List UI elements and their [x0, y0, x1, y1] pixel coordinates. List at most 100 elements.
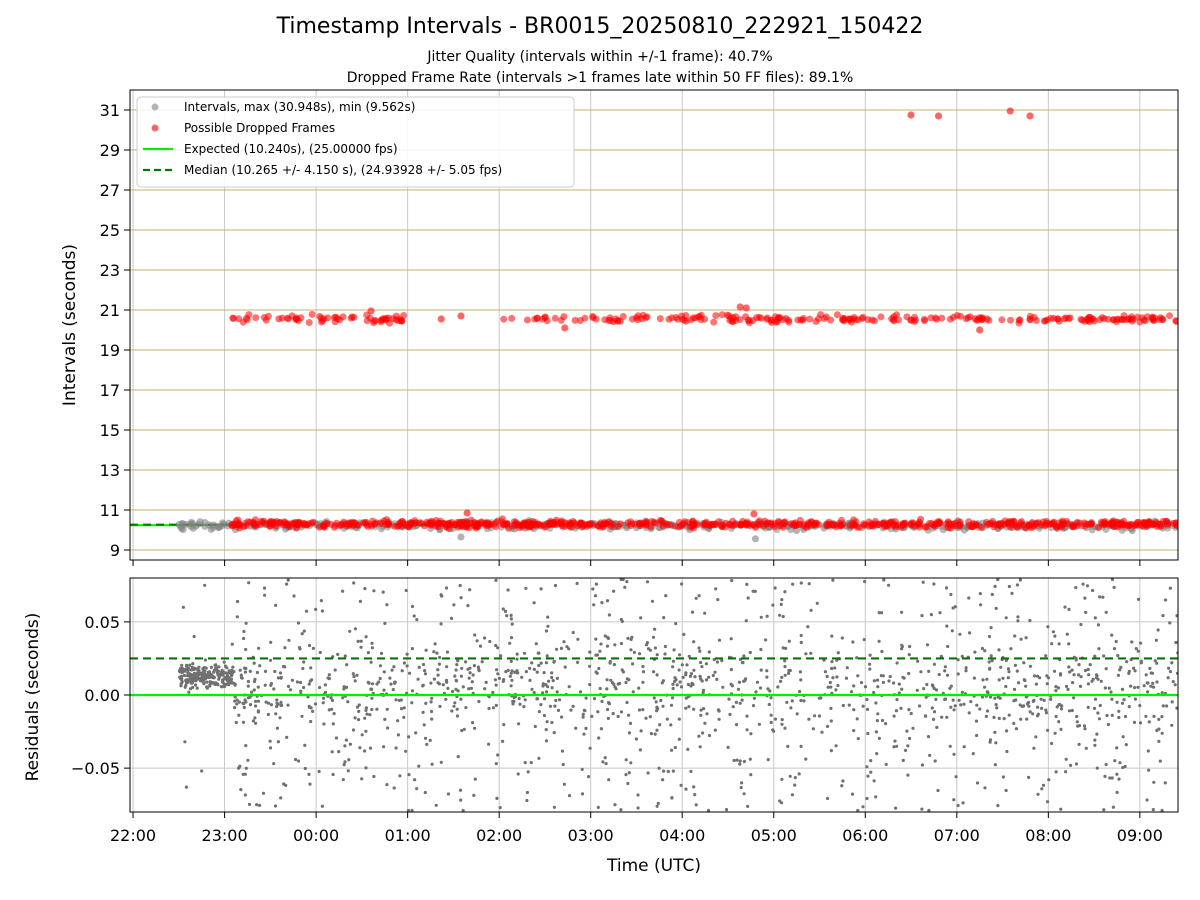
dropped-frame-point [1028, 520, 1036, 528]
residual-point [967, 711, 971, 715]
residual-point [684, 787, 688, 791]
dropped-frame-point [581, 314, 589, 322]
residual-point [817, 714, 822, 718]
residual-point [1034, 682, 1038, 686]
residual-point [586, 775, 591, 779]
dropped-frame-point [892, 521, 900, 529]
dropped-frame-point [851, 521, 859, 529]
residual-point [990, 592, 994, 597]
residual-point [237, 713, 241, 717]
residual-point [847, 703, 851, 707]
residual-point [746, 804, 750, 809]
residual-point [983, 786, 987, 790]
residual-point [1024, 636, 1028, 640]
residual-point [319, 599, 323, 603]
residual-point [208, 683, 212, 687]
residual-point [510, 669, 514, 673]
residual-point [701, 731, 705, 735]
residual-point [685, 663, 689, 667]
dropped-frame-point [890, 316, 897, 324]
residual-point [856, 674, 860, 678]
residual-point [1125, 660, 1129, 664]
residual-point [702, 707, 706, 711]
residual-point [571, 630, 575, 635]
residual-point [435, 651, 439, 655]
residual-point [881, 680, 886, 685]
dropped-frame-point [391, 522, 399, 530]
residual-point [613, 803, 617, 807]
residual-point [201, 679, 206, 683]
residual-point [217, 677, 221, 681]
residual-point [836, 651, 840, 655]
dropped-frame-point [969, 523, 976, 531]
residual-point [880, 649, 884, 654]
residual-point [487, 706, 491, 711]
residual-point [529, 761, 533, 765]
residual-point [653, 627, 657, 631]
residual-point [1057, 720, 1061, 724]
residual-point [1070, 708, 1074, 713]
residual-point [1032, 746, 1036, 750]
residual-point [594, 637, 598, 641]
residual-point [591, 587, 595, 591]
dropped-frame-point [998, 316, 1006, 324]
residual-point [440, 594, 444, 598]
dropped-frame-point [344, 519, 352, 527]
residual-point [323, 683, 327, 687]
residual-point [464, 706, 468, 710]
residual-point [560, 715, 564, 719]
residual-point [330, 698, 335, 703]
residual-point [980, 646, 985, 651]
residual-point [391, 688, 395, 692]
residual-point [1110, 697, 1114, 701]
residual-point [388, 676, 392, 680]
residual-point [251, 719, 256, 723]
residual-point [555, 647, 559, 651]
dropped-frame-point [989, 517, 997, 525]
residual-point [1115, 700, 1119, 704]
residual-point [346, 700, 350, 704]
residual-point [784, 646, 788, 651]
residual-point [974, 719, 979, 723]
residual-point [261, 791, 266, 795]
residual-point [1123, 764, 1127, 769]
residual-point [562, 640, 566, 644]
residual-point [497, 676, 501, 681]
dropped-frame-point [1010, 517, 1018, 525]
chart-title: Timestamp Intervals - BR0015_20250810_22… [276, 14, 924, 39]
residual-point [897, 691, 901, 695]
residual-point [605, 678, 609, 682]
residual-point [355, 705, 360, 709]
residual-point [355, 673, 359, 677]
residual-point [224, 671, 228, 675]
residual-point [372, 774, 376, 779]
residual-point [246, 679, 250, 684]
intervals-y-tick-label: 29 [100, 141, 120, 160]
residual-point [297, 646, 302, 650]
residual-point [253, 677, 257, 682]
residual-point [468, 671, 472, 675]
residual-point [446, 686, 450, 691]
residual-point [972, 676, 977, 680]
residuals-y-tick-label: 0.05 [84, 613, 120, 632]
residual-point [1012, 699, 1016, 703]
residual-point [1036, 705, 1040, 709]
residual-point [1139, 659, 1143, 663]
residual-point [1001, 775, 1006, 779]
residual-point [509, 684, 513, 688]
dropped-frame-point [500, 315, 508, 323]
residual-point [811, 727, 816, 731]
residual-point [532, 667, 537, 672]
residual-point [699, 713, 703, 717]
residual-point [344, 738, 348, 742]
residual-point [341, 778, 345, 782]
residual-point [671, 659, 676, 663]
residual-point [707, 675, 711, 679]
residual-point [727, 697, 731, 701]
residual-point [788, 774, 792, 778]
residual-point [672, 648, 676, 652]
residual-point [258, 803, 262, 808]
residual-point [1146, 690, 1150, 694]
residual-point [195, 686, 199, 690]
residual-point [612, 663, 617, 667]
